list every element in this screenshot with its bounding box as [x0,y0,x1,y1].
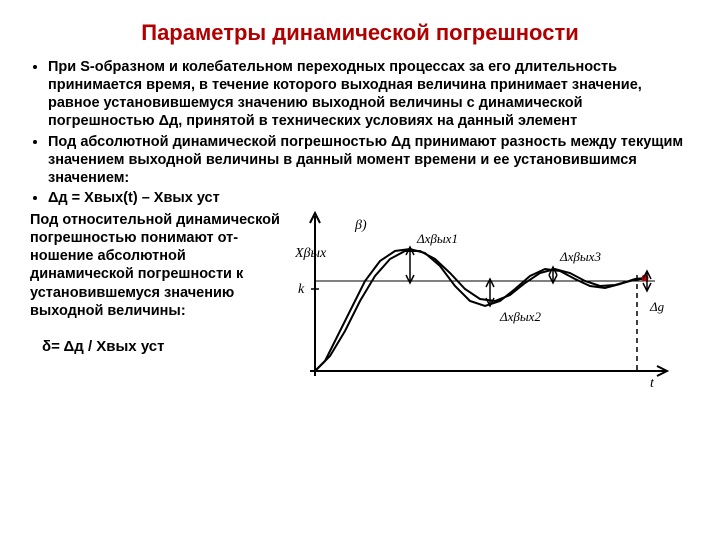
svg-text:Xβых: Xβых [295,246,327,261]
bullet-item: При S-образном и колебательном переходны… [48,58,690,131]
relative-error-text: Под относительной динамической погрешнос… [30,211,285,320]
bullet-list: При S-образном и колебательном переходны… [30,58,690,207]
svg-text:k: k [298,282,305,297]
svg-text:β): β) [354,218,367,233]
svg-text:Δxβых1: Δxβых1 [416,231,458,246]
formula: δ= Δд / Xвых уст [30,338,285,355]
svg-text:Δxβых2: Δxβых2 [499,309,541,324]
bullet-item: Δд = Xвых(t) – Xвых уст [48,189,690,207]
svg-text:Δxβых3: Δxβых3 [559,249,601,264]
transient-chart: Xβых k t β) Δxβых1 Δxβых2 Δxβых3 Δg [295,211,690,416]
svg-text:Δg: Δg [649,299,665,314]
svg-text:t: t [650,376,655,391]
bullet-item: Под абсолютной динамической погрешностью… [48,133,690,187]
page-title: Параметры динамической погрешности [30,20,690,46]
